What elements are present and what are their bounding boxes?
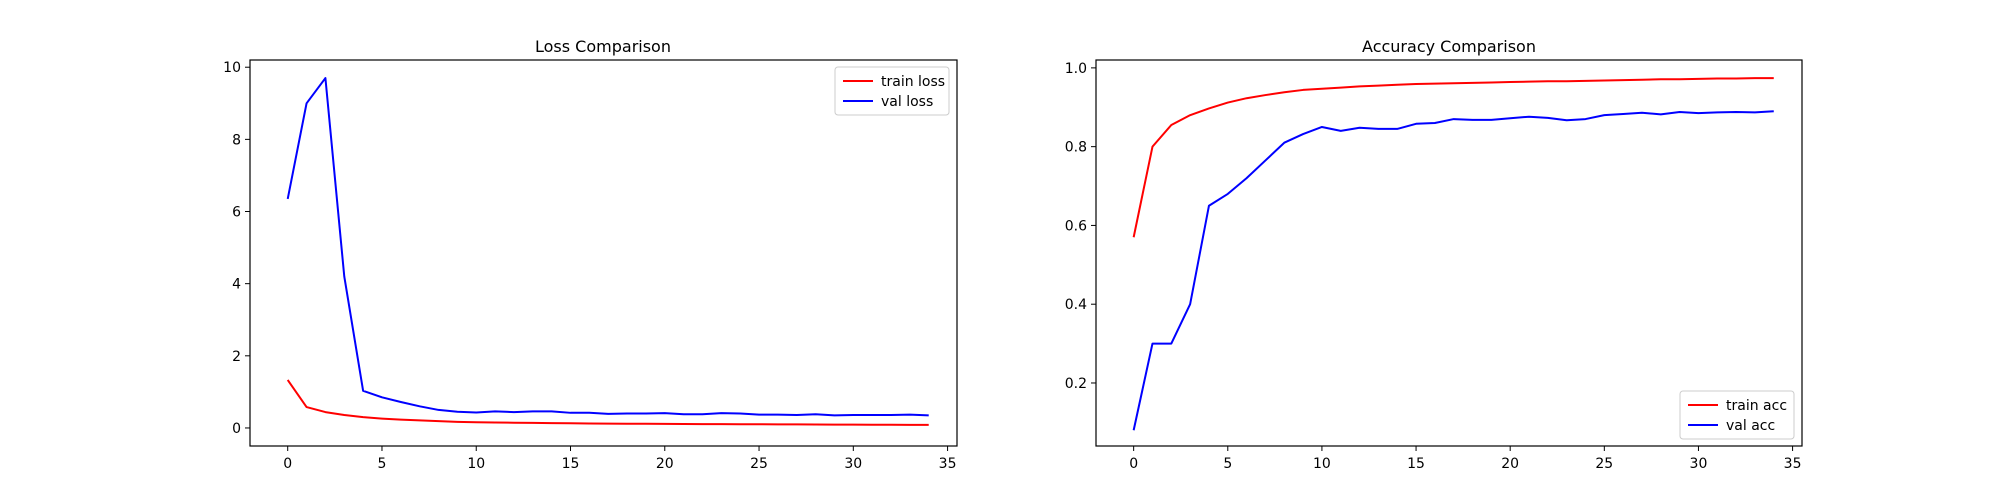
loss-ytick-label: 6 (232, 205, 241, 221)
accuracy-chart-axes: 0 5 10 15 20 25 30 35 0.2 0.4 0.6 0.8 1.0 train acc va… (1065, 59, 1803, 472)
loss-xtick-label: 0 (283, 456, 292, 472)
accuracy-xtick-label: 10 (1313, 456, 1331, 472)
accuracy-ytick-label: 0.8 (1065, 140, 1087, 156)
accuracy-xtick-label: 20 (1501, 456, 1519, 472)
accuracy-series-train-acc (1132, 77, 1774, 238)
loss-legend-label: train loss (881, 74, 945, 90)
accuracy-xtick-label: 0 (1129, 456, 1138, 472)
loss-legend: train loss val loss (834, 66, 950, 116)
accuracy-xtick-label: 35 (1784, 456, 1802, 472)
loss-plot-frame (249, 59, 958, 447)
loss-xtick-label: 15 (562, 456, 580, 472)
accuracy-ytick-label: 0.4 (1065, 297, 1087, 313)
accuracy-plot-frame (1095, 59, 1803, 447)
loss-xtick-label: 30 (844, 456, 862, 472)
accuracy-ytick-label: 0.2 (1065, 376, 1087, 392)
accuracy-legend: train acc val acc (1679, 390, 1795, 440)
accuracy-chart: Accuracy Comparison 0 5 10 15 20 25 30 35 0.2 0.4… (1065, 37, 1803, 472)
loss-series-train-loss (286, 379, 929, 426)
loss-ytick-label: 8 (232, 132, 241, 148)
loss-xtick-label: 5 (378, 456, 387, 472)
loss-xtick-label: 25 (750, 456, 768, 472)
loss-chart-axes: 0 5 10 15 20 25 30 35 0 2 4 6 8 10 train loss val loss (223, 59, 958, 472)
accuracy-ytick-label: 0.6 (1065, 218, 1087, 234)
accuracy-xtick-label: 5 (1223, 456, 1232, 472)
accuracy-legend-box (1679, 390, 1795, 440)
accuracy-ytick-label: 1.0 (1065, 61, 1087, 77)
accuracy-xtick-label: 30 (1690, 456, 1708, 472)
loss-series-val-loss (286, 77, 929, 417)
accuracy-chart-title: Accuracy Comparison (1362, 37, 1536, 56)
loss-xtick-label: 20 (656, 456, 674, 472)
loss-ytick-label: 2 (232, 349, 241, 365)
accuracy-xtick-label: 15 (1407, 456, 1425, 472)
loss-ytick-label: 10 (223, 60, 241, 76)
loss-chart: Loss Comparison 0 5 10 15 20 25 30 35 0 2 4 6 8 10 tra… (223, 37, 958, 472)
accuracy-legend-label: train acc (1726, 398, 1787, 414)
loss-ytick-label: 4 (232, 277, 241, 293)
loss-xtick-label: 10 (467, 456, 485, 472)
loss-xtick-label: 35 (939, 456, 957, 472)
accuracy-legend-label: val acc (1726, 418, 1775, 434)
accuracy-xtick-label: 25 (1595, 456, 1613, 472)
loss-legend-label: val loss (881, 94, 933, 110)
accuracy-series-val-acc (1132, 110, 1774, 431)
loss-legend-box (834, 66, 950, 116)
loss-chart-title: Loss Comparison (535, 37, 671, 56)
loss-ytick-label: 0 (232, 421, 241, 437)
